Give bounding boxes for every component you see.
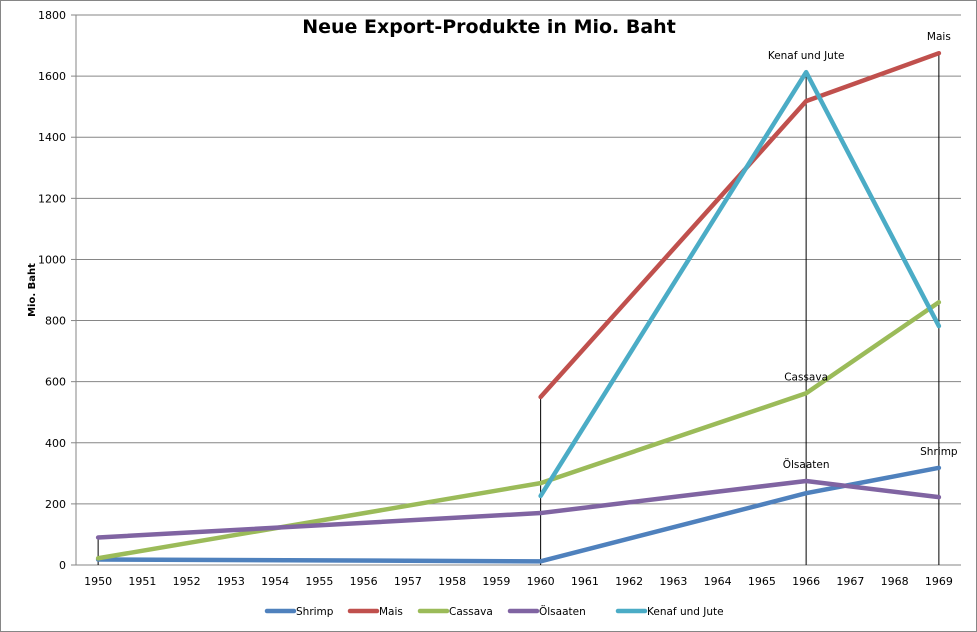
legend-item: Shrimp [264, 606, 334, 618]
x-tick-label: 1952 [173, 575, 201, 588]
legend-label: Shrimp [296, 606, 334, 618]
x-tick-label: 1958 [438, 575, 466, 588]
x-tick-label: 1960 [527, 575, 555, 588]
legend-item: Mais [347, 606, 403, 618]
legend-item: Ölsaaten [507, 605, 586, 618]
x-tick-label: 1966 [792, 575, 820, 588]
x-tick-label: 1969 [925, 575, 953, 588]
y-tick-label: 200 [45, 498, 66, 511]
data-annotation: Cassava [784, 371, 828, 383]
chart-title: Neue Export-Produkte in Mio. Baht [302, 16, 676, 38]
x-tick-label: 1950 [84, 575, 112, 588]
y-tick-label: 0 [59, 559, 66, 572]
legend-label: Kenaf und Jute [647, 606, 724, 618]
series-line--lsaaten [95, 478, 942, 540]
y-tick-label: 1600 [38, 70, 66, 83]
y-axis-label: Mio. Baht [27, 263, 38, 317]
y-tick-label: 1800 [38, 9, 66, 22]
series-line-mais [538, 50, 942, 400]
gridlines [76, 14, 961, 505]
data-annotation: Shrimp [920, 446, 958, 458]
legend: Shrimp Mais Cassava Ölsaaten Kenaf und Jute [264, 605, 724, 618]
axes: 0 200 400 600 800 1000 1200 1400 1600 1800 1950 195… [38, 9, 961, 588]
x-tick-label: 1961 [571, 575, 599, 588]
y-tick-label: 1200 [38, 192, 66, 205]
data-annotation: Kenaf und Jute [768, 50, 845, 62]
x-tick-label: 1962 [615, 575, 643, 588]
x-tick-label: 1956 [350, 575, 378, 588]
legend-item: Cassava [417, 606, 493, 618]
legend-item: Kenaf und Jute [615, 606, 724, 618]
legend-label: Mais [379, 606, 403, 618]
y-tick-label: 1400 [38, 131, 66, 144]
series-line-kenaf-und-jute [538, 69, 942, 499]
legend-label: Cassava [449, 606, 493, 618]
y-tick-label: 600 [45, 376, 66, 389]
data-annotation: Ölsaaten [783, 458, 830, 471]
x-tick-label: 1959 [482, 575, 510, 588]
x-tick-label: 1968 [881, 575, 909, 588]
y-tick-label: 1000 [38, 253, 66, 266]
x-tick-label: 1967 [836, 575, 864, 588]
y-tick-label: 800 [45, 315, 66, 328]
x-tick-label: 1957 [394, 575, 422, 588]
series-line-shrimp [95, 465, 942, 564]
series-line-cassava [95, 299, 942, 561]
data-annotation: Mais [927, 31, 951, 43]
x-tick-label: 1964 [704, 575, 732, 588]
legend-label: Ölsaaten [539, 605, 586, 618]
x-tick-label: 1951 [128, 575, 156, 588]
x-tick-label: 1965 [748, 575, 776, 588]
x-tick-label: 1953 [217, 575, 245, 588]
annotations: Kenaf und Jute Mais Cassava Ölsaaten Shrimp [768, 31, 958, 471]
y-tick-label: 400 [45, 437, 66, 450]
series-lines [95, 50, 942, 564]
x-tick-label: 1954 [261, 575, 289, 588]
x-tick-label: 1955 [305, 575, 333, 588]
x-tick-label: 1963 [659, 575, 687, 588]
